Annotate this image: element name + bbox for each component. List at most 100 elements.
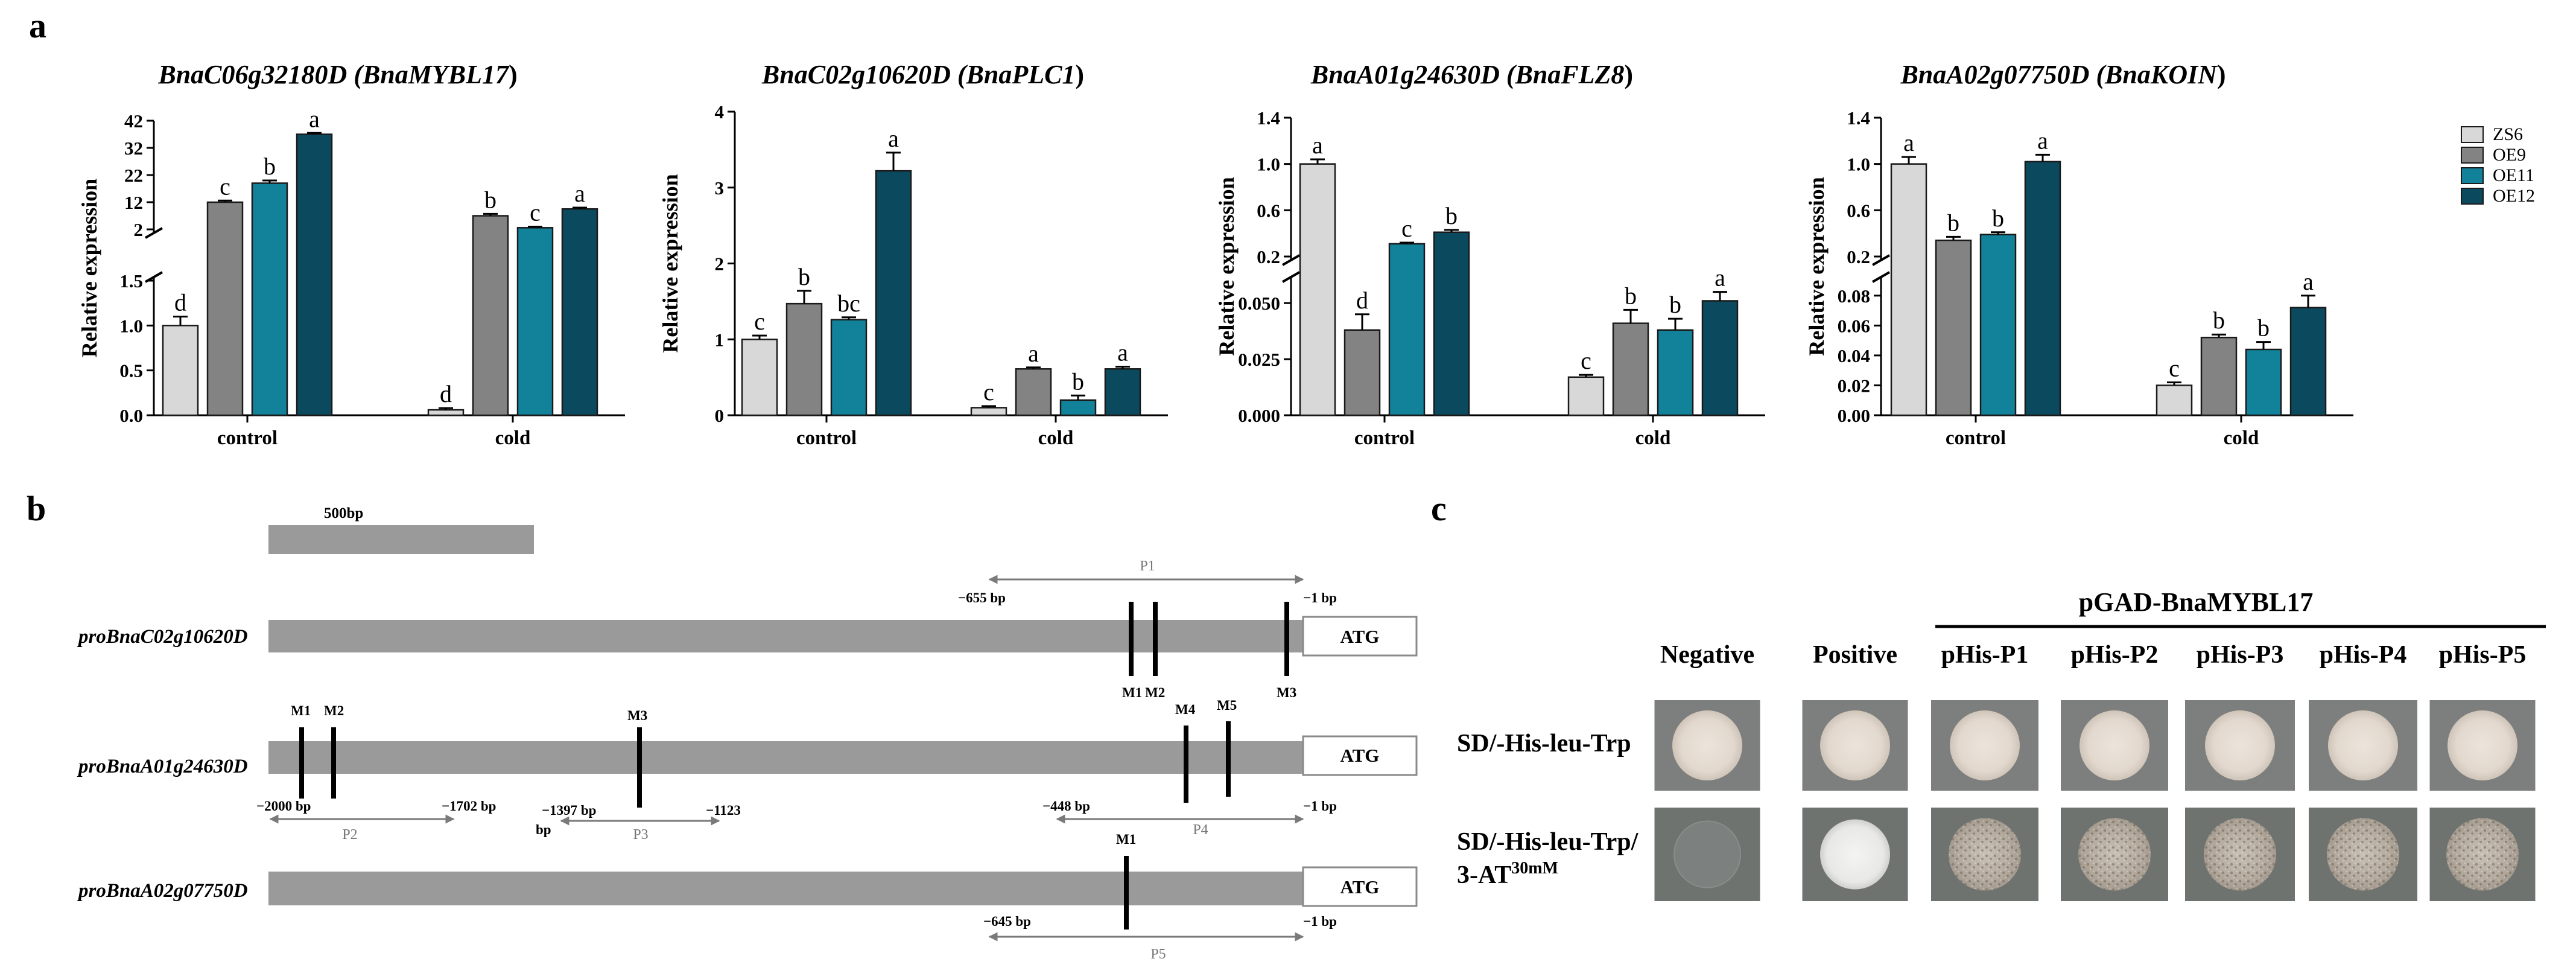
- x-tick-label-cold: cold: [495, 427, 531, 449]
- row-label-2b: 3-AT30mM: [1457, 859, 1558, 889]
- y-tick-label: 0.050: [1238, 293, 1280, 314]
- panel-label-c: c: [1431, 489, 1447, 528]
- significance-letter: c: [1581, 347, 1591, 374]
- bar-cold-oe9: [472, 215, 509, 416]
- x-tick-label-cold: cold: [2224, 427, 2259, 449]
- significance-letter: b: [1072, 368, 1084, 395]
- x-tick-label-control: control: [217, 427, 278, 449]
- y-tick-label: 0.04: [1838, 345, 1870, 366]
- y-tick-label: 0.000: [1238, 405, 1280, 426]
- legend-label-oe11: OE11: [2493, 165, 2534, 185]
- colony-texture: [2446, 818, 2519, 891]
- bar-cold-oe12: [1701, 300, 1739, 416]
- colony-texture: [2078, 818, 2151, 891]
- column-phis-p3: pHis-P3: [2197, 641, 2284, 669]
- y-tick-label: 0.025: [1238, 349, 1280, 370]
- promoter-2-bar: [268, 741, 1303, 774]
- chart-title: BnaC06g32180D (BnaMYBL17): [157, 60, 517, 89]
- column-phis-p1: pHis-P1: [1941, 641, 2029, 669]
- significance-letter: a: [1903, 129, 1914, 156]
- x-tick-label-control: control: [796, 427, 857, 449]
- promoter-3-p5-end: −1 bp: [1303, 914, 1337, 929]
- panel-label-a: a: [29, 6, 46, 45]
- promoter-2-p2-end: −1702 bp: [442, 799, 496, 814]
- chart-title-gene-id: BnaC02g10620D (: [761, 60, 968, 89]
- y-tick-label: 1.4: [1847, 107, 1870, 129]
- colony-negative-row2: [1673, 820, 1741, 888]
- y-tick-label: 0.02: [1838, 375, 1870, 396]
- y-tick-label: 0.6: [1847, 200, 1870, 221]
- y-tick-label: 0.06: [1838, 315, 1870, 336]
- x-tick-label-control: control: [1946, 427, 2006, 449]
- axis-break-mark: [145, 227, 163, 239]
- axis-break-mark: [1282, 271, 1300, 283]
- chart-title: BnaA01g24630D (BnaFLZ8): [1310, 60, 1633, 89]
- bar-control-zs6: [1299, 163, 1336, 416]
- colony-phis-p2-row1: [2080, 710, 2149, 780]
- promoter-2-name: proBnaA01g24630D: [77, 756, 248, 777]
- row-label-2: SD/-His-leu-Trp/: [1457, 828, 1639, 856]
- legend-swatch-oe12: [2461, 188, 2484, 205]
- bar-control-oe9: [1344, 329, 1381, 416]
- bar-control-oe12: [296, 133, 333, 416]
- y-tick-label: 0.08: [1838, 285, 1870, 307]
- bar-control-zs6: [1890, 163, 1927, 416]
- promoter-1-atg-box: [1302, 616, 1418, 657]
- column-negative: Negative: [1660, 641, 1754, 669]
- bar-control-oe12: [2024, 161, 2061, 416]
- chart-title-paren: ): [1075, 60, 1084, 89]
- bar-cold-oe9: [1015, 368, 1052, 416]
- significance-letter: b: [1992, 205, 2004, 232]
- legend-label-zs6: ZS6: [2493, 124, 2523, 144]
- bar-control-oe11: [251, 182, 288, 416]
- bar-control-zs6: [162, 325, 199, 416]
- y-tick-label: 1.0: [1847, 154, 1870, 175]
- y-tick-label: 0: [715, 405, 725, 426]
- promoter-2-fragment-p2: P2: [342, 827, 357, 843]
- chart-title-gene-id: BnaA02g07750D (: [1900, 60, 2107, 89]
- chart-title-gene-name: BnaFLZ8: [1515, 60, 1625, 89]
- chart-title-paren: ): [1624, 60, 1633, 89]
- promoter-2-motif-m3: M3: [627, 708, 647, 723]
- bar-control-oe9: [785, 302, 823, 416]
- chart-bnamybl17: BnaC06g32180D (BnaMYBL17) Relative expres…: [77, 60, 625, 449]
- colony-phis-p4-row1: [2328, 710, 2398, 780]
- promoter-2-motif-m2: M2: [324, 703, 344, 718]
- colony-phis-p3-row1: [2205, 710, 2275, 780]
- promoter-2-p3-end: −1123: [706, 803, 741, 818]
- promoter-2-p2-start: −2000 bp: [256, 799, 311, 814]
- promoter-3-atg-box: [1302, 866, 1418, 907]
- chart-title: BnaA02g07750D (BnaKOIN): [1900, 60, 2225, 89]
- promoter-3-p5-start: −645 bp: [983, 914, 1031, 929]
- bar-cold-zs6: [1567, 376, 1605, 416]
- promoter-3-atg: ATG: [1340, 876, 1380, 898]
- row-label-2-line1: SD/-His-leu-Trp/: [1457, 828, 1639, 856]
- panel-c: pGAD-BnaMYBL17 Negative Positive pHis-P1…: [1457, 587, 2546, 901]
- significance-letter: c: [1401, 215, 1412, 242]
- chart-title-gene-id: BnaA01g24630D (: [1310, 60, 1517, 89]
- significance-letter: b: [2257, 314, 2270, 342]
- significance-letter: c: [530, 199, 541, 226]
- promoter-2-atg: ATG: [1340, 745, 1380, 766]
- y-tick-label: 2: [134, 219, 144, 240]
- column-phis-p5: pHis-P5: [2439, 641, 2527, 669]
- group-label: pGAD-BnaMYBL17: [2079, 587, 2314, 617]
- legend: ZS6 OE9 OE11 OE12: [2461, 124, 2535, 206]
- significance-letter: b: [1669, 291, 1681, 318]
- bar-cold-oe11: [516, 227, 554, 416]
- significance-letter: d: [440, 380, 452, 407]
- significance-letter: a: [1028, 340, 1039, 367]
- significance-letter: b: [1947, 209, 1959, 236]
- y-tick-label: 3: [715, 177, 725, 199]
- promoter-2-p4-start: −448 bp: [1042, 799, 1090, 814]
- promoter-1-motif-m3: M3: [1277, 685, 1296, 700]
- y-axis-label: Relative expression: [77, 179, 101, 357]
- promoter-3-bar: [268, 872, 1303, 905]
- promoter-1-name: proBnaC02g10620D: [77, 626, 248, 648]
- significance-letter: b: [1625, 282, 1637, 309]
- x-tick-label-control: control: [1354, 427, 1415, 449]
- colony-phis-p5-row1: [2448, 710, 2517, 780]
- promoter-1-p1-start: −655 bp: [958, 590, 1006, 605]
- y-tick-label: 1.4: [1257, 107, 1280, 129]
